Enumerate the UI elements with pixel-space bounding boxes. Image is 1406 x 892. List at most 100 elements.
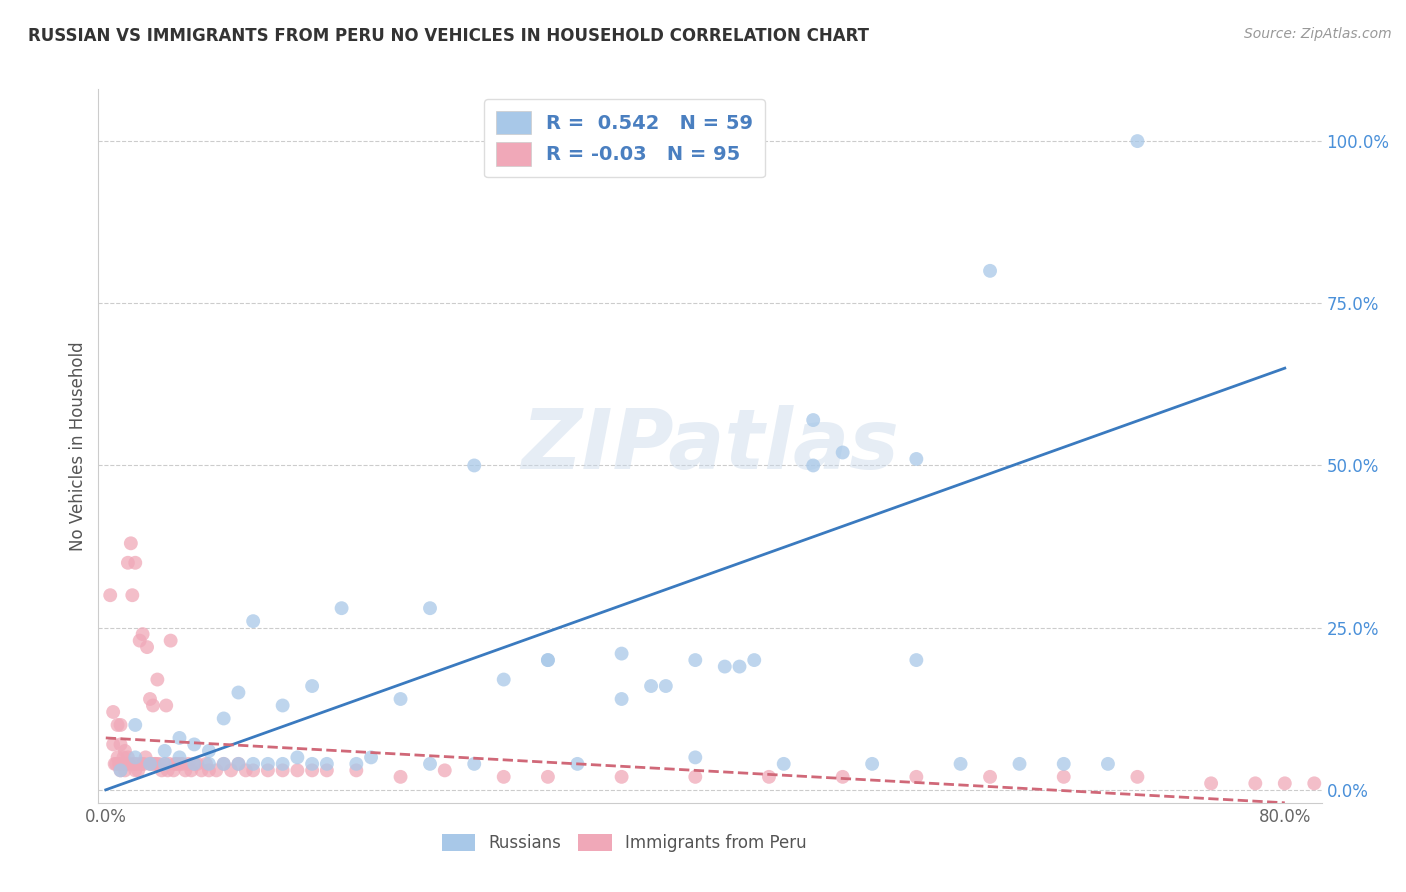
Point <box>172 756 194 771</box>
Point <box>148 756 170 771</box>
Point <box>301 679 323 693</box>
Point <box>146 673 169 687</box>
Point <box>125 756 148 771</box>
Point <box>228 756 250 771</box>
Point <box>1199 776 1222 790</box>
Point <box>728 659 751 673</box>
Point <box>135 750 157 764</box>
Y-axis label: No Vehicles in Household: No Vehicles in Household <box>69 341 87 551</box>
Point <box>492 770 515 784</box>
Point <box>141 756 163 771</box>
Point <box>145 756 167 771</box>
Point <box>315 764 337 778</box>
Point <box>110 764 132 778</box>
Point <box>1008 756 1031 771</box>
Point <box>905 653 928 667</box>
Point <box>242 756 264 771</box>
Point <box>419 601 441 615</box>
Point <box>315 756 337 771</box>
Point <box>156 764 179 778</box>
Point <box>122 756 145 771</box>
Point <box>271 764 294 778</box>
Point <box>610 647 633 661</box>
Point <box>114 764 136 778</box>
Point <box>1126 134 1149 148</box>
Point <box>344 756 367 771</box>
Point <box>537 653 560 667</box>
Point <box>124 556 146 570</box>
Point <box>301 756 323 771</box>
Legend: Russians, Immigrants from Peru: Russians, Immigrants from Peru <box>436 827 813 859</box>
Point <box>1347 776 1369 790</box>
Point <box>180 764 202 778</box>
Point <box>212 756 235 771</box>
Point <box>492 673 515 687</box>
Point <box>537 653 560 667</box>
Point <box>132 756 155 771</box>
Point <box>114 744 136 758</box>
Point <box>801 413 824 427</box>
Point <box>905 452 928 467</box>
Point <box>104 756 127 771</box>
Point <box>905 770 928 784</box>
Point <box>685 750 707 764</box>
Point <box>419 756 441 771</box>
Point <box>772 756 794 771</box>
Point <box>105 756 128 771</box>
Point <box>107 750 129 764</box>
Point <box>235 764 257 778</box>
Point <box>860 756 883 771</box>
Point <box>108 756 131 771</box>
Point <box>205 764 228 778</box>
Point <box>228 756 250 771</box>
Point <box>117 750 139 764</box>
Point <box>117 556 139 570</box>
Point <box>121 588 143 602</box>
Point <box>127 764 149 778</box>
Point <box>287 750 309 764</box>
Point <box>831 770 853 784</box>
Point <box>155 698 177 713</box>
Point <box>979 264 1001 278</box>
Point <box>389 692 412 706</box>
Point <box>198 756 221 771</box>
Point <box>1244 776 1267 790</box>
Point <box>640 679 662 693</box>
Point <box>537 770 560 784</box>
Point <box>128 633 150 648</box>
Point <box>150 764 173 778</box>
Point <box>1303 776 1326 790</box>
Point <box>1392 776 1406 790</box>
Point <box>131 627 153 641</box>
Point <box>685 770 707 784</box>
Point <box>124 718 146 732</box>
Point <box>301 764 323 778</box>
Point <box>257 764 280 778</box>
Point <box>685 653 707 667</box>
Point <box>101 738 124 752</box>
Text: Source: ZipAtlas.com: Source: ZipAtlas.com <box>1244 27 1392 41</box>
Point <box>242 614 264 628</box>
Point <box>801 458 824 473</box>
Point <box>228 685 250 699</box>
Point <box>166 756 188 771</box>
Point <box>165 756 187 771</box>
Point <box>129 756 152 771</box>
Point <box>118 756 141 771</box>
Point <box>177 756 200 771</box>
Point <box>110 756 132 771</box>
Point <box>219 764 242 778</box>
Point <box>610 770 633 784</box>
Point <box>124 750 146 764</box>
Point <box>169 750 191 764</box>
Point <box>115 756 138 771</box>
Point <box>169 731 191 745</box>
Point <box>159 633 181 648</box>
Point <box>198 744 221 758</box>
Text: RUSSIAN VS IMMIGRANTS FROM PERU NO VEHICLES IN HOUSEHOLD CORRELATION CHART: RUSSIAN VS IMMIGRANTS FROM PERU NO VEHIC… <box>28 27 869 45</box>
Point <box>242 764 264 778</box>
Point <box>136 640 159 654</box>
Point <box>98 588 121 602</box>
Point <box>257 756 280 771</box>
Point <box>1274 776 1296 790</box>
